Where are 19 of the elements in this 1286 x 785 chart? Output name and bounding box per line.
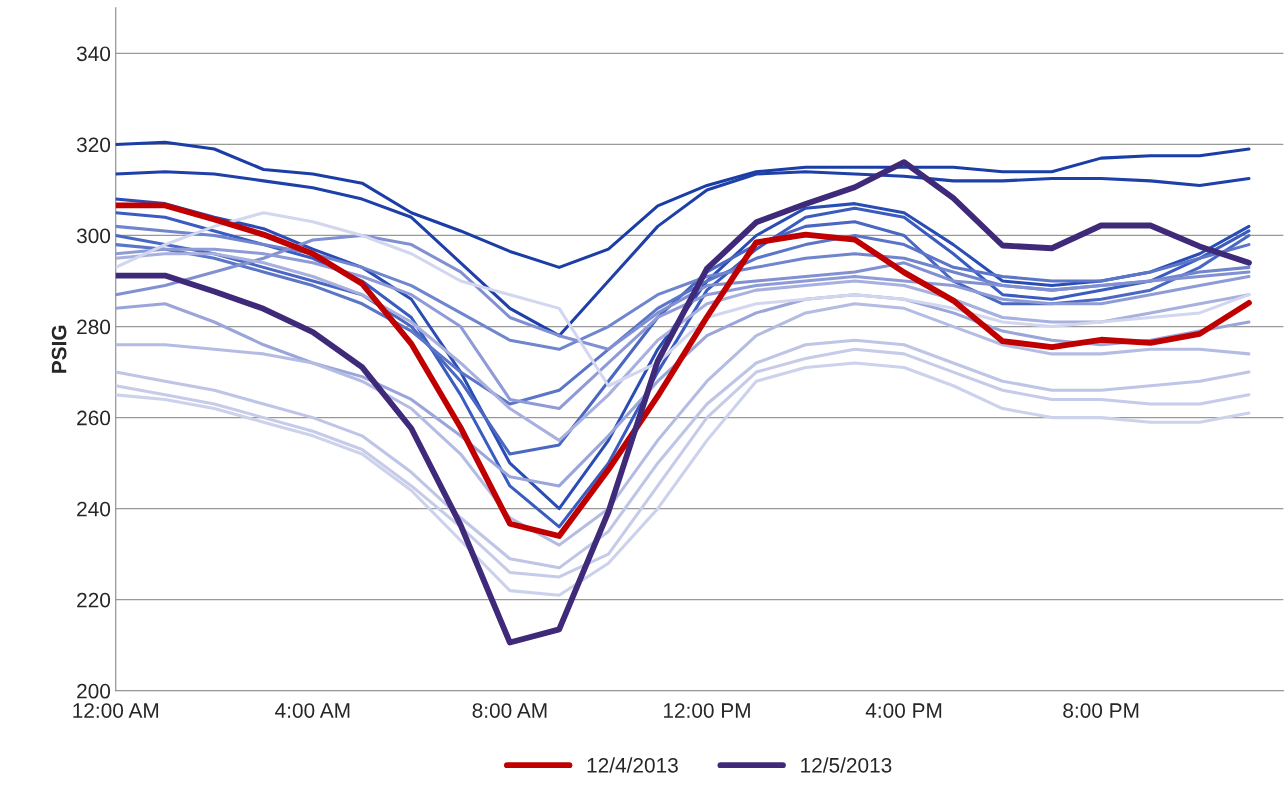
y-tick-label: 280 <box>77 319 111 335</box>
x-tick-label: 4:00 PM <box>865 703 942 718</box>
x-tick-label: 12:00 AM <box>73 703 159 718</box>
y-tick-label: 220 <box>77 592 111 608</box>
legend-label: 12/5/2013 <box>801 757 892 773</box>
line-series <box>115 302 1251 547</box>
x-tick-label: 4:00 AM <box>275 703 350 718</box>
line-series <box>115 211 1251 388</box>
y-tick-label: 200 <box>77 683 111 699</box>
y-tick-label: 320 <box>76 137 111 153</box>
x-tick-label: 12:00 PM <box>663 703 750 718</box>
y-axis-title: PSIG <box>51 325 67 373</box>
y-tick-label: 340 <box>76 46 111 62</box>
y-tick-label: 300 <box>76 228 111 244</box>
legend-label: 12/4/2013 <box>587 757 678 773</box>
y-tick-label: 260 <box>77 410 111 426</box>
x-tick-label: 8:00 PM <box>1063 703 1139 718</box>
x-tick-label: 8:00 AM <box>472 703 547 718</box>
y-tick-label: 240 <box>77 501 111 517</box>
